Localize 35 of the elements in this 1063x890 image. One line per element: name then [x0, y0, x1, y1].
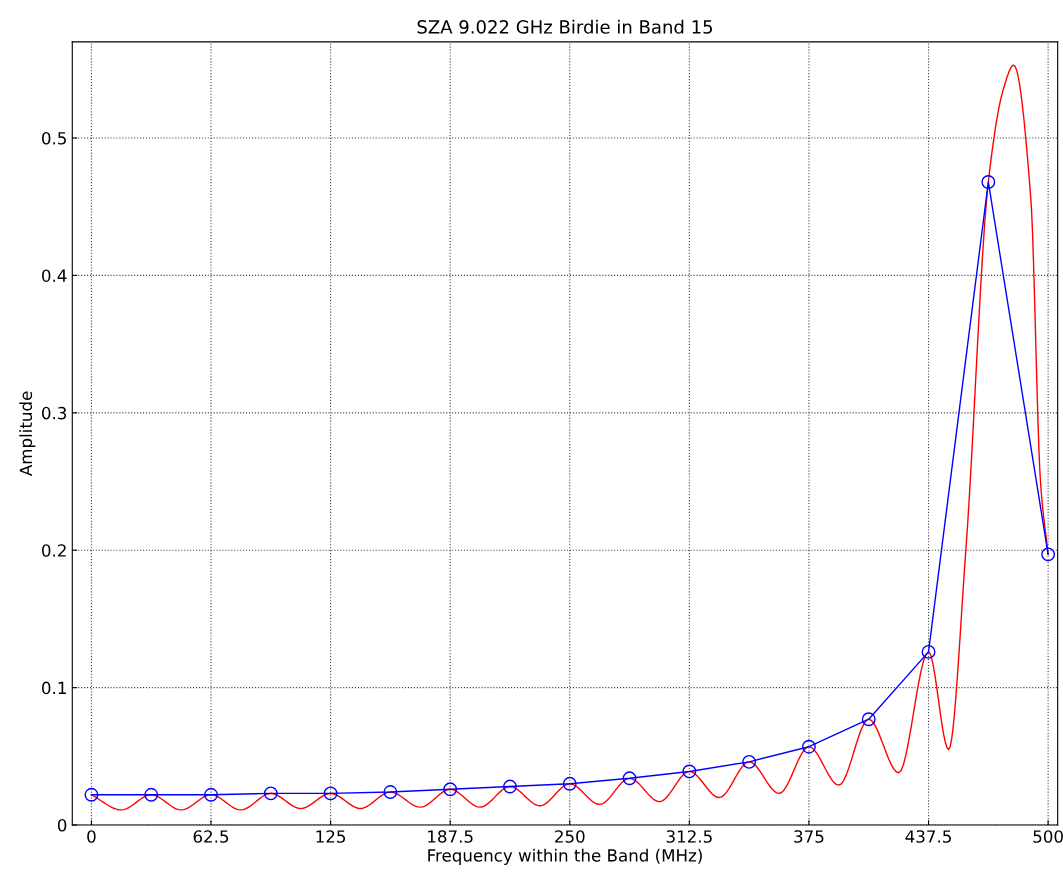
point: [204, 787, 218, 802]
x-axis-title: Frequency within the Band (MHz): [428, 848, 702, 865]
point: [323, 786, 338, 801]
x-tick-label: 375: [794, 830, 824, 843]
y-tick-label: 0.3: [42, 406, 67, 420]
x-tick-label: 187.5: [428, 830, 473, 843]
y-tick-label: 0: [57, 818, 67, 832]
point: [263, 786, 278, 801]
point: [443, 782, 458, 797]
x-tick-label: 125: [316, 830, 346, 843]
x-tick-label: 437.5: [905, 830, 951, 843]
point: [84, 787, 99, 802]
y-tick-label: 0.2: [42, 544, 66, 557]
point: [562, 776, 577, 791]
point: [801, 739, 816, 754]
point: [503, 779, 517, 794]
x-tick-label: 500: [1033, 830, 1063, 843]
point: [622, 771, 637, 786]
point: [144, 787, 159, 802]
chart-title: SZA 9.022 GHz Birdie in Band 15: [417, 19, 713, 34]
x-tick-label: 0: [87, 830, 96, 843]
point: [861, 712, 876, 727]
y-axis-title: Amplitude: [19, 391, 36, 476]
point: [383, 785, 398, 799]
y-tick-label: 0.1: [42, 681, 66, 695]
point: [981, 175, 996, 189]
x-tick-label: 312.5: [666, 830, 712, 843]
y-tick-label: 0.5: [42, 131, 66, 145]
point: [742, 754, 757, 769]
point: [682, 764, 697, 779]
point: [1041, 547, 1056, 562]
y-tick-label: 0.4: [42, 269, 67, 282]
point: [921, 644, 936, 659]
x-tick-label: 62.5: [193, 830, 229, 843]
x-tick-label: 250: [555, 830, 585, 843]
